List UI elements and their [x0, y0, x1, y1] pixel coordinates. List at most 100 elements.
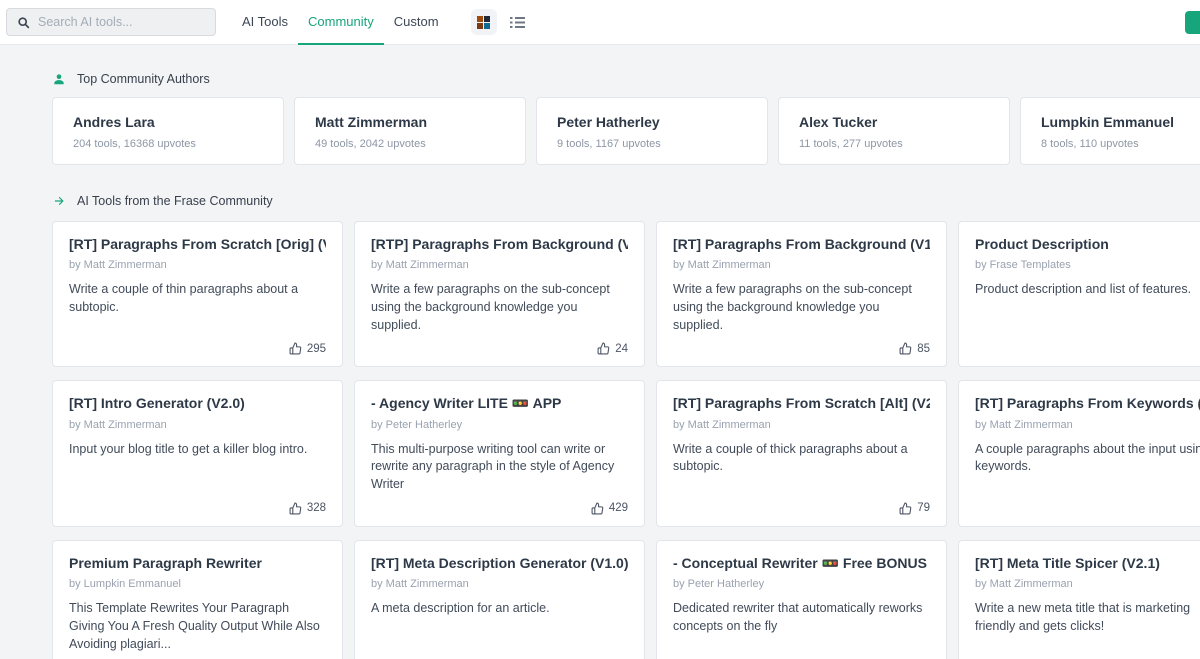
tool-votes[interactable]: 79 — [899, 494, 930, 515]
tool-author: by Matt Zimmerman — [975, 418, 1073, 431]
tool-card[interactable]: - Agency Writer LITE 🚥 APP by Peter Hath… — [354, 380, 645, 527]
tool-votes[interactable]: 85 — [899, 334, 930, 355]
tool-votes[interactable]: 295 — [289, 334, 326, 355]
topbar: AI Tools Community Custom — [0, 0, 1200, 45]
tool-votes[interactable]: 429 — [591, 494, 628, 515]
tool-author: by Matt Zimmerman — [371, 259, 469, 272]
tool-description: A couple paragraphs about the input usin… — [975, 441, 1200, 474]
list-view-button[interactable] — [505, 9, 531, 35]
author-card[interactable]: Matt Zimmerman 49 tools, 2042 upvotes — [294, 97, 526, 165]
tool-card[interactable]: Premium Paragraph Rewriter by Lumpkin Em… — [52, 539, 343, 659]
tool-card[interactable]: [RT] Paragraphs From Scratch [Orig] (V2.… — [52, 221, 343, 368]
tool-description: Input your blog title to get a killer bl… — [69, 441, 308, 456]
tool-author: by Matt Zimmerman — [69, 259, 167, 272]
tool-title: [RT] Paragraphs From Keywords (V2.6) — [975, 395, 1200, 412]
authors-grid: Andres Lara 204 tools, 16368 upvotes Mat… — [52, 97, 1200, 165]
tool-title: [RT] Paragraphs From Scratch [Alt] (V2.5… — [673, 395, 930, 412]
vote-count: 295 — [306, 342, 326, 355]
tool-description: Write a new meta title that is marketing… — [975, 601, 1191, 633]
thumbs-up-icon — [899, 342, 912, 355]
vote-count: 429 — [608, 502, 628, 515]
tool-card[interactable]: [RT] Meta Title Spicer (V2.1) by Matt Zi… — [958, 539, 1200, 659]
tool-card[interactable]: Product Description by Frase Templates P… — [958, 221, 1200, 368]
tab-ai-tools[interactable]: AI Tools — [242, 13, 289, 29]
tool-card[interactable]: [RT] Paragraphs From Keywords (V2.6) by … — [958, 380, 1200, 527]
tool-votes[interactable]: 220 — [893, 653, 930, 659]
search-icon — [18, 16, 30, 28]
tool-votes[interactable]: 24 — [597, 334, 628, 355]
search-box[interactable] — [6, 8, 216, 36]
authors-section: Top Community Authors Andres Lara 204 to… — [52, 72, 1200, 165]
tool-author: by Matt Zimmerman — [69, 418, 167, 431]
author-name: Lumpkin Emmanuel — [1041, 114, 1175, 130]
tool-author: by Lumpkin Emmanuel — [69, 578, 181, 591]
tool-title: - Conceptual Rewriter 🚥 Free BONUS + — [673, 554, 930, 571]
tool-title: [RT] Paragraphs From Background (V1.5) — [673, 236, 930, 252]
vote-count: 85 — [917, 342, 930, 355]
tool-card[interactable]: [RT] Intro Generator (V2.0) by Matt Zimm… — [52, 380, 343, 527]
tool-votes[interactable]: 48 — [295, 653, 326, 659]
tool-title: [RT] Paragraphs From Scratch [Orig] (V2.… — [69, 236, 326, 252]
thumbs-up-icon — [591, 502, 604, 515]
tool-author: by Matt Zimmerman — [673, 418, 771, 431]
tool-title: Premium Paragraph Rewriter — [69, 554, 262, 571]
tool-description: This Template Rewrites Your Paragraph Gi… — [69, 601, 320, 651]
search-input[interactable] — [38, 15, 205, 29]
tool-card[interactable]: [RT] Paragraphs From Background (V1.5) b… — [656, 221, 947, 368]
vote-count: 328 — [306, 502, 326, 515]
tool-title: Product Description — [975, 236, 1109, 252]
author-card[interactable]: Lumpkin Emmanuel 8 tools, 110 upvotes — [1020, 97, 1200, 165]
tool-author: by Peter Hatherley — [371, 418, 463, 431]
author-card[interactable]: Alex Tucker 11 tools, 277 upvotes — [778, 97, 1010, 165]
tool-author: by Matt Zimmerman — [975, 578, 1073, 591]
tool-author: by Matt Zimmerman — [673, 259, 771, 272]
tab-custom[interactable]: Custom — [393, 13, 439, 29]
tool-card[interactable]: - Conceptual Rewriter 🚥 Free BONUS + by … — [656, 539, 947, 659]
tool-votes[interactable]: 58 — [597, 653, 628, 659]
thumbs-up-icon — [899, 502, 912, 515]
author-stats: 204 tools, 16368 upvotes — [73, 138, 196, 150]
tool-title: - Agency Writer LITE 🚥 APP — [371, 395, 562, 412]
tool-description: Dedicated rewriter that automatically re… — [673, 601, 923, 633]
tool-description: Write a couple of thick paragraphs about… — [673, 441, 908, 474]
author-stats: 49 tools, 2042 upvotes — [315, 138, 426, 150]
tool-card[interactable]: [RTP] Paragraphs From Background (V2.5) … — [354, 221, 645, 368]
tab-community[interactable]: Community — [298, 0, 384, 45]
vote-count: 79 — [917, 502, 930, 515]
list-view-icon — [510, 16, 526, 28]
tool-description: This multi-purpose writing tool can writ… — [371, 441, 615, 492]
tool-title: [RT] Intro Generator (V2.0) — [69, 395, 245, 412]
grid-view-button[interactable] — [470, 9, 497, 35]
tool-title: [RT] Meta Title Spicer (V2.1) — [975, 554, 1160, 571]
grid-view-icon — [477, 15, 491, 29]
tool-description: Write a couple of thin paragraphs about … — [69, 282, 299, 314]
thumbs-up-icon — [289, 502, 302, 515]
author-name: Andres Lara — [73, 114, 155, 130]
tool-author: by Matt Zimmerman — [371, 578, 469, 591]
vote-count: 24 — [615, 342, 628, 355]
tool-votes[interactable]: 328 — [289, 494, 326, 515]
tool-title: [RTP] Paragraphs From Background (V2.5) — [371, 236, 628, 252]
tools-section: AI Tools from the Frase Community [RT] P… — [52, 194, 1200, 659]
create-tool-button-cut[interactable] — [1185, 11, 1200, 34]
author-card[interactable]: Andres Lara 204 tools, 16368 upvotes — [52, 97, 284, 165]
tool-title: [RT] Meta Description Generator (V1.0) — [371, 554, 628, 571]
tools-section-header: AI Tools from the Frase Community — [52, 194, 1200, 208]
tool-description: A meta description for an article. — [371, 601, 550, 616]
tool-author: by Frase Templates — [975, 259, 1071, 272]
tab-bar: AI Tools Community Custom — [232, 0, 449, 45]
tools-section-title: AI Tools from the Frase Community — [77, 194, 273, 208]
tool-card[interactable]: [RT] Meta Description Generator (V1.0) b… — [354, 539, 645, 659]
author-stats: 9 tools, 1167 upvotes — [557, 138, 661, 150]
author-name: Peter Hatherley — [557, 114, 660, 130]
thumbs-up-icon — [597, 342, 610, 355]
tool-card[interactable]: [RT] Paragraphs From Scratch [Alt] (V2.5… — [656, 380, 947, 527]
tools-grid: [RT] Paragraphs From Scratch [Orig] (V2.… — [52, 221, 1200, 659]
authors-section-title: Top Community Authors — [77, 72, 210, 86]
arrow-right-icon — [54, 196, 64, 206]
author-card[interactable]: Peter Hatherley 9 tools, 1167 upvotes — [536, 97, 768, 165]
author-name: Matt Zimmerman — [315, 114, 428, 130]
tool-description: Product description and list of features… — [975, 282, 1192, 297]
tool-description: Write a few paragraphs on the sub-concep… — [673, 282, 912, 332]
